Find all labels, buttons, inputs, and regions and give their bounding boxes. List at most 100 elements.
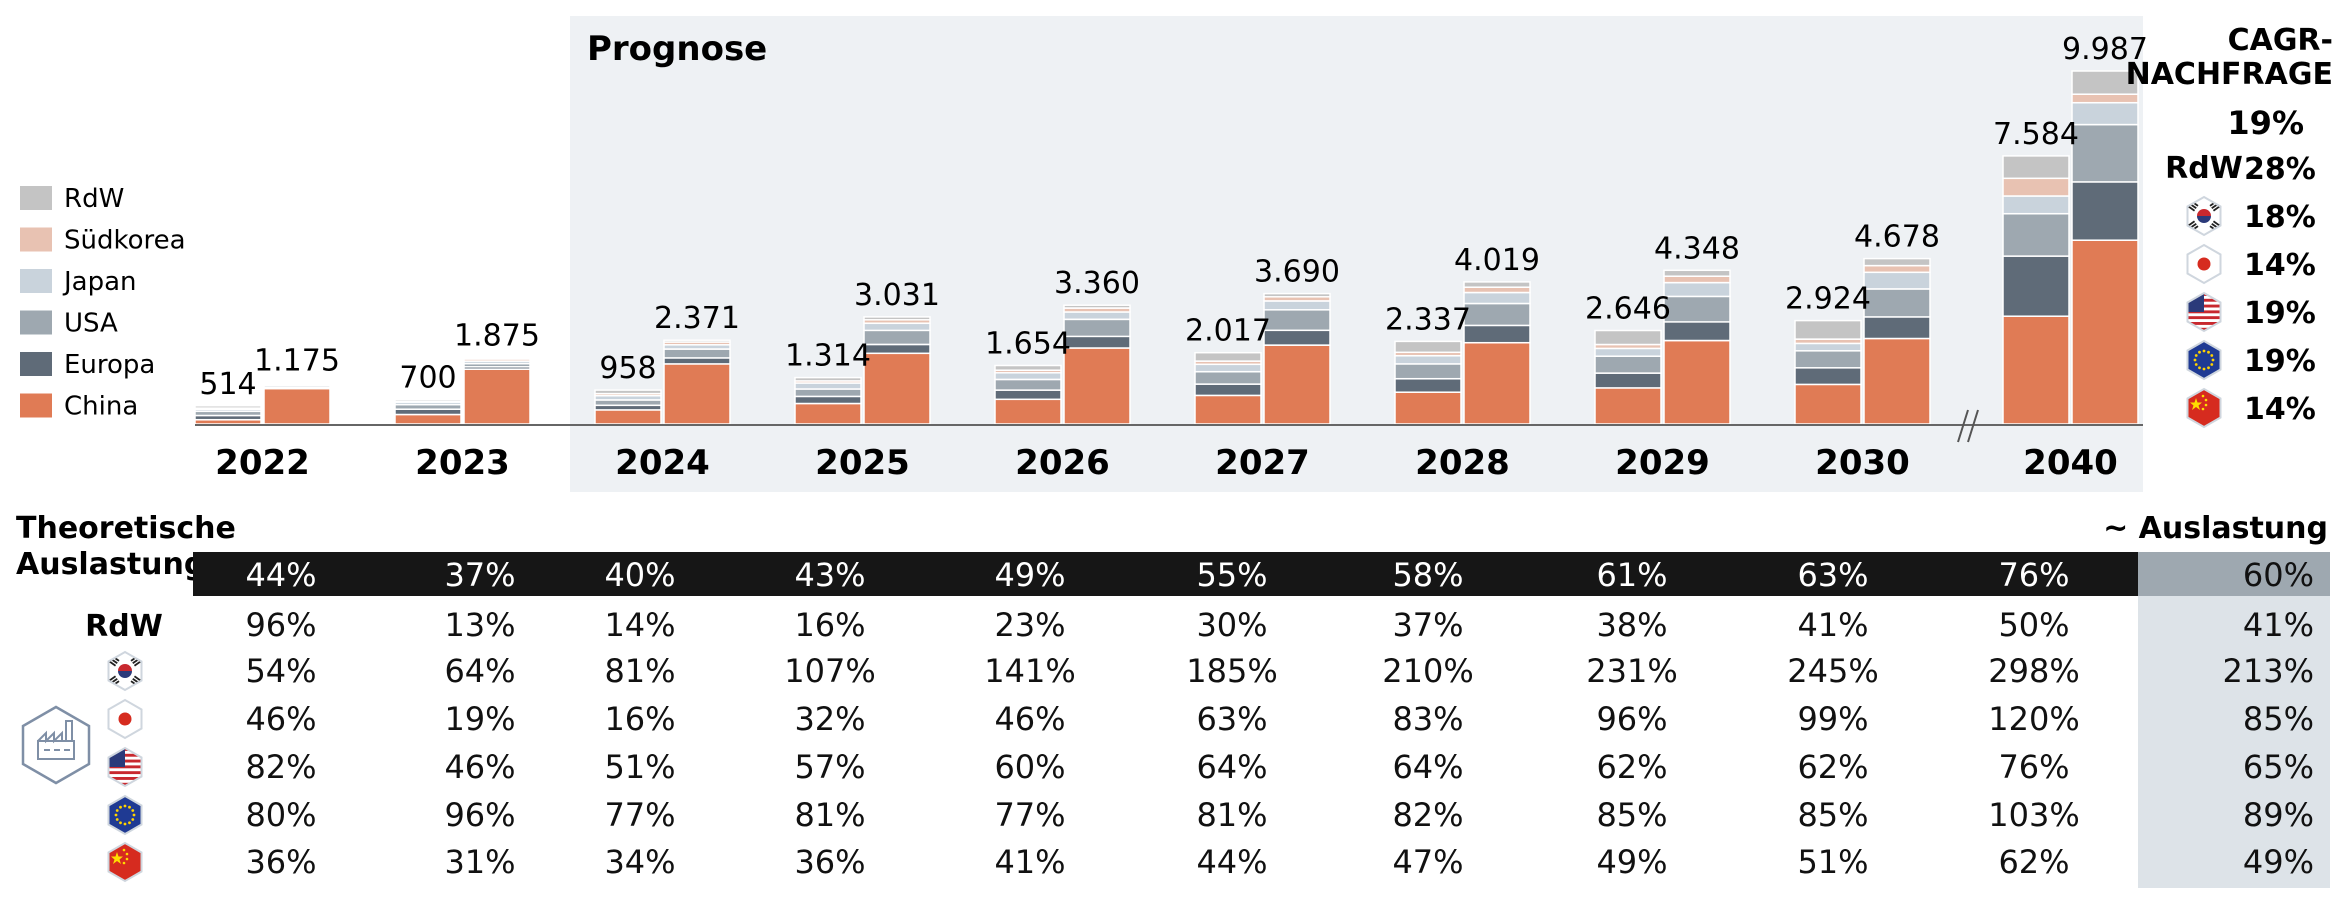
supply-bar-2040-usa [2002,212,2070,257]
supply-bar-2030-europa [1794,367,1862,386]
supply-bar-2025-europa [794,395,862,405]
legend-swatch-suedkorea [20,227,52,252]
supply-bar-2028-usa [1394,363,1462,380]
util-cell-gesamt-2028: 58% [1392,556,1463,594]
demand-total-label-2028: 4.019 [1454,243,1540,278]
util-cell-suedkorea-2026: 141% [984,652,1075,690]
util-cell-suedkorea-2024: 81% [604,652,675,690]
util-cell-usa-2025: 57% [794,748,865,786]
supply-bar-2024-china [594,409,662,425]
supply-total-label-2022: 514 [199,367,256,402]
demand-total-label-2025: 3.031 [854,278,940,313]
supply-bar-2030-usa [1794,350,1862,369]
supply-bar-2030-japan [1794,342,1862,352]
demand-bar-2029-china [1663,339,1731,425]
util-cell-japan-2029: 96% [1596,700,1667,738]
demand-bar-2026-china [1063,347,1131,425]
demand-bar-2024-china [663,363,731,425]
supply-total-label-2026: 1.654 [985,327,1071,362]
supply-total-label-2029: 2.646 [1585,292,1671,327]
supply-bar-2029-china [1594,387,1662,425]
demand-bar-2026-japan [1063,311,1131,321]
supply-bar-2040-suedkorea [2002,177,2070,197]
util-avg-usa: 65% [2243,748,2314,786]
util-cell-china-2022: 36% [245,843,316,881]
supply-bar-2023-rdw [394,398,462,402]
demand-bar-2024-europa [663,357,731,365]
util-cell-china-2040: 62% [1998,843,2069,881]
supply-total-label-2024: 958 [599,351,656,386]
demand-bar-2028-japan [1463,291,1531,305]
util-cell-rdw-2026: 23% [994,606,1065,644]
supply-bar-2028-japan [1394,355,1462,365]
cagr-value-china: 14% [2244,392,2316,427]
x-tick-label-2025: 2025 [815,443,910,483]
demand-bar-2024-usa [663,348,731,359]
demand-bar-2028-china [1463,341,1531,425]
util-cell-rdw-2024: 14% [604,606,675,644]
util-cell-usa-2026: 60% [994,748,1065,786]
util-cell-europa-2029: 85% [1596,796,1667,834]
japan-flag-icon-row [107,698,143,740]
cagr-title-line2: NACHFRAGE [2126,57,2333,92]
util-cell-gesamt-2025: 43% [794,556,865,594]
demand-bar-2025-china [863,352,931,425]
demand-bar-2029-japan [1663,281,1731,298]
demand-bar-2026-rdw [1063,304,1131,309]
supply-bar-2040-japan [2002,195,2070,215]
demand-bar-2024-rdw [663,339,731,343]
forecast-label: Prognose [587,29,767,69]
x-tick-label-2027: 2027 [1215,443,1310,483]
util-avg-rdw: 41% [2243,606,2314,644]
cagr-value-suedkorea: 18% [2244,200,2316,235]
util-cell-rdw-2025: 16% [794,606,865,644]
cagr-value-usa: 19% [2244,296,2316,331]
x-tick-label-2024: 2024 [615,443,710,483]
japan-flag-icon-cagr [2186,243,2222,285]
util-cell-suedkorea-2022: 54% [245,652,316,690]
x-tick-label-2026: 2026 [1015,443,1110,483]
supply-bar-2022-rdw [194,405,262,409]
demand-total-label-2026: 3.360 [1054,266,1140,301]
supply-bar-2030-rdw [1794,319,1862,340]
util-cell-china-2025: 36% [794,843,865,881]
util-cell-usa-2022: 82% [245,748,316,786]
cagr-value-japan: 14% [2244,248,2316,283]
util-cell-rdw-2028: 37% [1392,606,1463,644]
demand-bar-2040-suedkorea [2071,93,2139,104]
cagr-region-rdw: RdW [2165,151,2243,186]
demand-bar-2030-suedkorea [1863,264,1931,274]
supply-bar-2026-rdw [994,364,1062,371]
demand-bar-2030-rdw [1863,257,1931,267]
util-cell-suedkorea-2025: 107% [784,652,875,690]
demand-bar-2022-rdw [263,381,331,384]
supply-bar-2029-japan [1594,347,1662,357]
legend-label-japan: Japan [62,267,137,297]
util-cell-gesamt-2026: 49% [994,556,1065,594]
demand-bar-2029-rdw [1663,269,1731,277]
util-cell-japan-2027: 63% [1196,700,1267,738]
supply-total-label-2025: 1.314 [785,339,871,374]
demand-bar-2030-japan [1863,271,1931,290]
util-cell-japan-2025: 32% [794,700,865,738]
demand-total-label-2024: 2.371 [654,301,740,336]
demand-bar-2029-europa [1663,321,1731,342]
demand-bar-2027-europa [1263,329,1331,346]
util-cell-japan-2026: 46% [994,700,1065,738]
demand-bar-2027-japan [1263,300,1331,311]
legend-label-usa: USA [64,309,118,339]
util-cell-europa-2040: 103% [1988,796,2079,834]
south-korea-flag-icon-row [107,650,143,692]
cagr-value-rdw: 28% [2244,152,2316,187]
supply-bar-2027-japan [1194,363,1262,373]
util-avg-japan: 85% [2243,700,2314,738]
util-cell-europa-2025: 81% [794,796,865,834]
demand-bar-2023-rdw [463,356,531,360]
util-cell-rdw-2027: 30% [1196,606,1267,644]
demand-total-label-2027: 3.690 [1254,255,1340,290]
util-cell-usa-2027: 64% [1196,748,1267,786]
supply-bar-2027-usa [1194,370,1262,385]
util-cell-usa-2040: 76% [1998,748,2069,786]
demand-bar-2027-rdw [1263,292,1331,298]
demand-bar-2030-usa [1863,288,1931,318]
